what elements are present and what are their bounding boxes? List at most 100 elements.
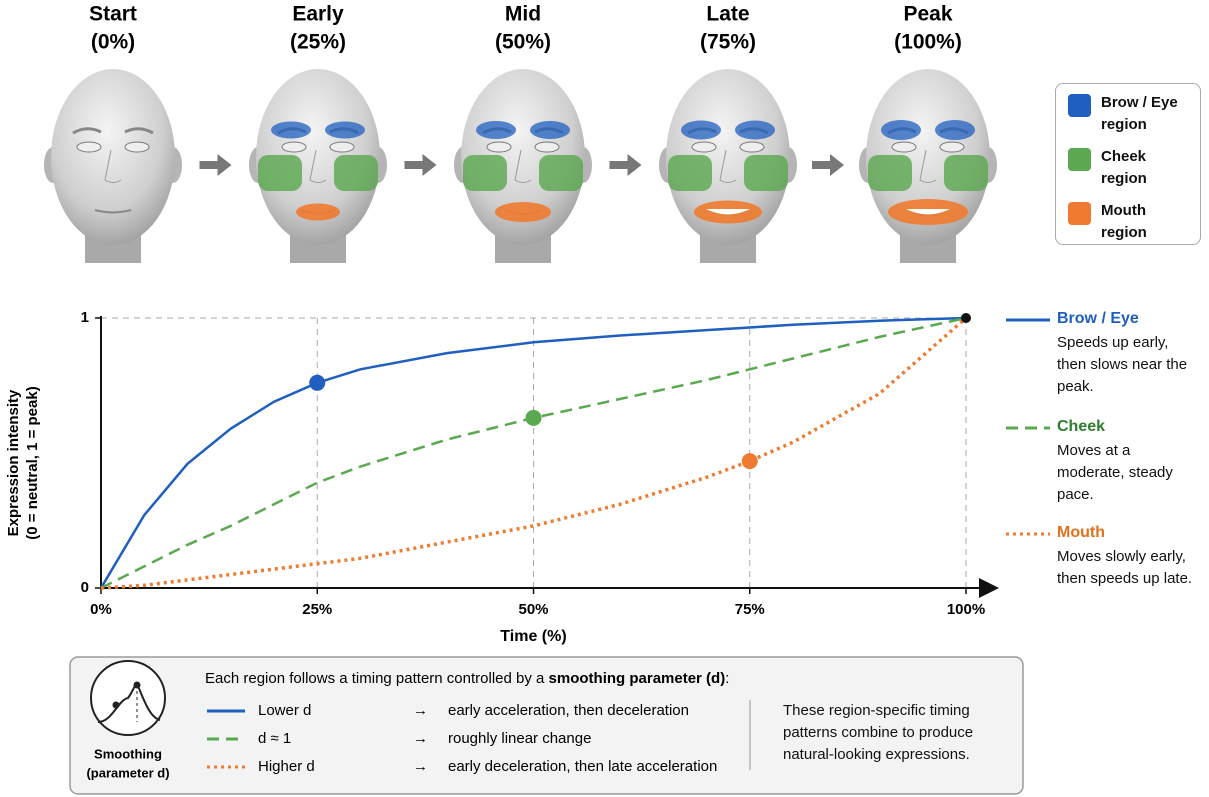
- chart: 0% 25% 50% 75% 100% 0 1 Time (%) Expression inte…: [5, 309, 995, 645]
- legend-label: Cheek region: [1101, 146, 1181, 190]
- cheek-region: [668, 155, 712, 191]
- icon-dot: [113, 702, 120, 709]
- cheek-region: [944, 155, 988, 191]
- stage-percent: (0%): [91, 31, 135, 54]
- intro-end: :: [725, 670, 729, 687]
- row-effect: early deceleration, then late accelerati…: [448, 758, 717, 775]
- legend-item: Cheek region: [1068, 146, 1181, 190]
- legend-item: Brow / Eye region: [1068, 92, 1181, 136]
- legend-line: [1000, 418, 1050, 438]
- eye: [940, 142, 964, 152]
- y-axis-label: (0 = neutral, 1 = peak): [24, 386, 41, 539]
- mouth-region: [296, 204, 340, 221]
- eye: [77, 142, 101, 152]
- faces: Start (0%) Early (25%) Mid (50%) Late (75%) Peak…: [44, 3, 997, 263]
- series-description: Moves at a moderate, steady pace.: [1057, 440, 1197, 506]
- mouth-region: [495, 202, 551, 222]
- highlight-point: [309, 375, 325, 391]
- x-tick-label: 25%: [302, 601, 332, 618]
- series-legend-item: Mouth Moves slowly early, then speeds up …: [1000, 524, 1200, 590]
- intro-text: Each region follows a timing pattern con…: [205, 670, 549, 687]
- peak-point: [961, 313, 971, 323]
- legend-swatch: [1068, 202, 1091, 225]
- series-name: Mouth: [1057, 524, 1200, 542]
- series-name: Cheek: [1057, 418, 1200, 436]
- series-name: Brow / Eye: [1057, 310, 1200, 328]
- eye: [330, 142, 354, 152]
- cheek-region: [334, 155, 378, 191]
- series-description: Speeds up early, then slows near the pea…: [1057, 332, 1197, 398]
- legend-swatch: [1068, 148, 1091, 171]
- icon-dot: [134, 682, 141, 689]
- stage-arrow: [200, 154, 232, 176]
- series-legend-item: Cheek Moves at a moderate, steady pace.: [1000, 418, 1200, 506]
- x-tick-label: 50%: [518, 601, 548, 618]
- highlight-point: [526, 410, 542, 426]
- stage-label: Peak: [903, 3, 952, 26]
- cheek-region: [868, 155, 912, 191]
- highlight-point: [742, 453, 758, 469]
- stage-label: Early: [292, 3, 344, 26]
- note: These region-specific timing patterns co…: [783, 700, 1013, 766]
- page: Start (0%) Early (25%) Mid (50%) Late (75%) Peak…: [0, 0, 1209, 797]
- eye: [892, 142, 916, 152]
- figure: Start (0%) Early (25%) Mid (50%) Late (75%) Peak…: [0, 0, 1209, 797]
- brow-region: [530, 121, 570, 139]
- row-arrow: →: [413, 702, 428, 719]
- row-setting: Lower d: [258, 702, 311, 719]
- legend-item: Mouth region: [1068, 200, 1181, 244]
- series-description: Moves slowly early, then speeds up late.: [1057, 546, 1197, 590]
- legend-label: Mouth region: [1101, 200, 1181, 244]
- eye: [282, 142, 306, 152]
- brow-region: [935, 120, 975, 140]
- x-tick-label: 75%: [735, 601, 765, 618]
- region-legend: Brow / Eye region Cheek region Mouth regio…: [1055, 83, 1201, 245]
- stage-arrow: [405, 154, 437, 176]
- brow-region: [325, 122, 365, 139]
- stage-percent: (75%): [700, 31, 756, 54]
- x-axis-label: Time (%): [500, 628, 566, 645]
- brow-region: [271, 122, 311, 139]
- row-effect: roughly linear change: [448, 730, 591, 747]
- eye: [740, 142, 764, 152]
- icon-label: (parameter d): [86, 765, 169, 780]
- legend-line: [1000, 310, 1050, 330]
- stage-percent: (25%): [290, 31, 346, 54]
- head: [51, 69, 175, 245]
- legend-line: [1000, 524, 1050, 544]
- row-arrow: →: [413, 730, 428, 747]
- y-tick-label: 1: [81, 309, 89, 326]
- y-axis-label: Expression intensity: [5, 389, 22, 536]
- cheek-region: [744, 155, 788, 191]
- legend-label: Brow / Eye region: [1101, 92, 1181, 136]
- brow-region: [476, 121, 516, 139]
- row-setting: Higher d: [258, 758, 315, 775]
- eye: [125, 142, 149, 152]
- cheek-region: [539, 155, 583, 191]
- eye: [692, 142, 716, 152]
- brow-region: [735, 121, 775, 140]
- eye: [487, 142, 511, 152]
- row-setting: d ≈ 1: [258, 730, 291, 747]
- x-tick-label: 100%: [947, 601, 985, 618]
- cheek-region: [258, 155, 302, 191]
- stage-label: Start: [89, 3, 137, 26]
- icon-label: Smoothing: [94, 746, 162, 761]
- series-legend-item: Brow / Eye Speeds up early, then slows ne…: [1000, 310, 1200, 398]
- intro: Each region follows a timing pattern con…: [205, 670, 729, 687]
- x-tick-label: 0%: [90, 601, 112, 618]
- brow-region: [881, 120, 921, 140]
- row-effect: early acceleration, then deceleration: [448, 702, 689, 719]
- stage-label: Mid: [505, 3, 541, 26]
- stage-percent: (100%): [894, 31, 962, 54]
- stage-label: Late: [706, 3, 749, 26]
- eye: [535, 142, 559, 152]
- legend-swatch: [1068, 94, 1091, 117]
- stage-arrow: [812, 154, 844, 176]
- brow-region: [681, 121, 721, 140]
- row-arrow: →: [413, 758, 428, 775]
- y-tick-label: 0: [81, 579, 89, 596]
- stage-arrow: [610, 154, 642, 176]
- intro-bold: smoothing parameter (d): [549, 670, 726, 687]
- stage-percent: (50%): [495, 31, 551, 54]
